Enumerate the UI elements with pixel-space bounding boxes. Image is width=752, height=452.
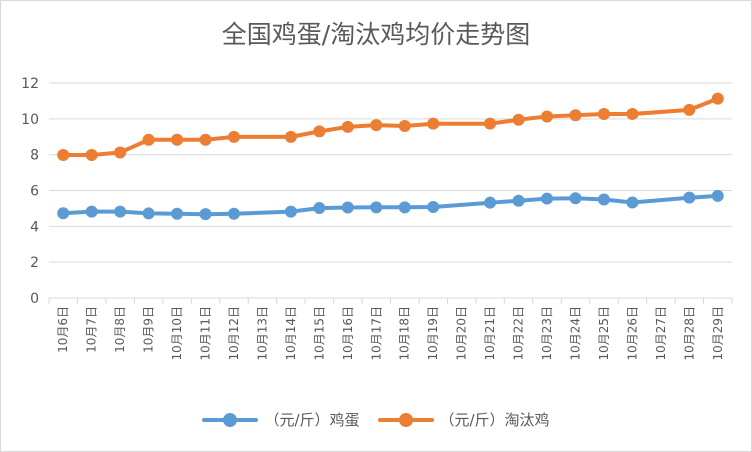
data-point-series-0 bbox=[512, 194, 525, 207]
data-point-series-1 bbox=[427, 117, 440, 130]
data-point-series-0 bbox=[569, 192, 582, 205]
data-point-series-0 bbox=[313, 202, 326, 215]
data-point-series-0 bbox=[85, 205, 98, 218]
x-tick-label: 10月9日 bbox=[142, 306, 156, 353]
x-tick-label: 10月27日 bbox=[654, 306, 668, 361]
legend-label-culled-hen: （元/斤）淘汰鸡 bbox=[439, 411, 550, 429]
data-point-series-1 bbox=[569, 109, 582, 122]
x-tick-label: 10月24日 bbox=[568, 306, 582, 361]
y-tick-label: 12 bbox=[21, 76, 39, 92]
data-point-series-1 bbox=[370, 119, 383, 132]
x-tick-label: 10月19日 bbox=[426, 306, 440, 361]
data-point-series-1 bbox=[171, 133, 184, 146]
data-point-series-1 bbox=[711, 92, 724, 105]
x-tick-label: 10月6日 bbox=[56, 306, 70, 353]
legend-swatch-culled-hen bbox=[377, 412, 434, 427]
x-tick-label: 10月8日 bbox=[113, 306, 127, 353]
data-point-series-1 bbox=[114, 146, 127, 159]
chart-title: 全国鸡蛋/淘汰鸡均价走势图 bbox=[221, 20, 531, 49]
x-tick-label: 10月10日 bbox=[170, 306, 184, 361]
data-point-series-1 bbox=[57, 149, 70, 162]
x-tick-label: 10月17日 bbox=[369, 306, 383, 361]
y-tick-label: 6 bbox=[30, 184, 39, 200]
data-point-series-1 bbox=[597, 107, 610, 120]
y-tick-label: 4 bbox=[30, 219, 39, 235]
x-tick-label: 10月28日 bbox=[682, 306, 696, 361]
series-line-1 bbox=[61, 96, 720, 157]
y-tick-label: 0 bbox=[30, 291, 39, 307]
data-point-series-0 bbox=[284, 205, 297, 218]
x-tick-label: 10月7日 bbox=[85, 306, 99, 353]
data-point-series-1 bbox=[541, 110, 554, 123]
x-tick-label: 10月25日 bbox=[597, 306, 611, 361]
legend-label-egg: （元/斤）鸡蛋 bbox=[264, 411, 360, 429]
x-tick-label: 10月16日 bbox=[341, 306, 355, 361]
data-point-series-0 bbox=[370, 201, 383, 214]
data-point-series-0 bbox=[341, 201, 354, 214]
data-point-series-0 bbox=[142, 207, 155, 220]
series-line-0 bbox=[61, 193, 720, 217]
data-point-series-0 bbox=[711, 189, 724, 202]
data-point-series-1 bbox=[512, 113, 525, 126]
data-point-series-0 bbox=[398, 201, 411, 214]
data-point-series-0 bbox=[199, 208, 212, 221]
data-point-series-1 bbox=[683, 103, 696, 116]
data-point-series-1 bbox=[227, 130, 240, 143]
legend-item-culled-hen: （元/斤）淘汰鸡 bbox=[377, 409, 550, 430]
x-tick-label: 10月22日 bbox=[512, 306, 526, 361]
data-point-series-0 bbox=[626, 196, 639, 209]
data-point-series-1 bbox=[626, 107, 639, 120]
data-point-series-1 bbox=[142, 133, 155, 146]
data-point-series-0 bbox=[597, 193, 610, 206]
x-tick-label: 10月14日 bbox=[284, 306, 298, 361]
data-point-series-0 bbox=[427, 200, 440, 213]
legend-dot-egg bbox=[223, 412, 238, 427]
legend-item-egg: （元/斤）鸡蛋 bbox=[202, 409, 360, 430]
legend-swatch-egg bbox=[202, 412, 259, 427]
data-point-series-1 bbox=[313, 125, 326, 138]
data-point-series-1 bbox=[398, 120, 411, 132]
y-tick-label: 8 bbox=[30, 148, 39, 164]
x-tick-label: 10月13日 bbox=[255, 306, 269, 361]
x-tick-label: 10月20日 bbox=[455, 306, 469, 361]
legend: （元/斤）鸡蛋 （元/斤）淘汰鸡 bbox=[1, 409, 751, 430]
data-point-series-0 bbox=[541, 192, 554, 205]
data-point-series-1 bbox=[284, 130, 297, 143]
data-point-series-1 bbox=[484, 117, 497, 130]
x-tick-label: 10月26日 bbox=[625, 306, 639, 361]
data-point-series-1 bbox=[199, 133, 212, 146]
legend-dot-culled-hen bbox=[398, 412, 413, 427]
data-point-series-0 bbox=[683, 191, 696, 204]
x-tick-label: 10月29日 bbox=[711, 306, 725, 361]
x-tick-label: 10月15日 bbox=[312, 306, 326, 361]
data-point-series-0 bbox=[227, 207, 240, 220]
y-tick-label: 10 bbox=[21, 112, 39, 128]
y-tick-label: 2 bbox=[30, 255, 39, 271]
x-tick-label: 10月23日 bbox=[540, 306, 554, 361]
x-tick-label: 10月11日 bbox=[199, 306, 213, 361]
x-tick-label: 10月12日 bbox=[227, 306, 241, 361]
x-tick-label: 10月18日 bbox=[398, 306, 412, 361]
data-point-series-0 bbox=[171, 207, 184, 220]
data-point-series-1 bbox=[341, 120, 354, 133]
data-point-series-0 bbox=[114, 205, 127, 218]
data-point-series-0 bbox=[484, 196, 497, 209]
x-tick-label: 10月21日 bbox=[483, 306, 497, 361]
data-point-series-1 bbox=[85, 149, 98, 162]
data-point-series-0 bbox=[57, 207, 70, 220]
